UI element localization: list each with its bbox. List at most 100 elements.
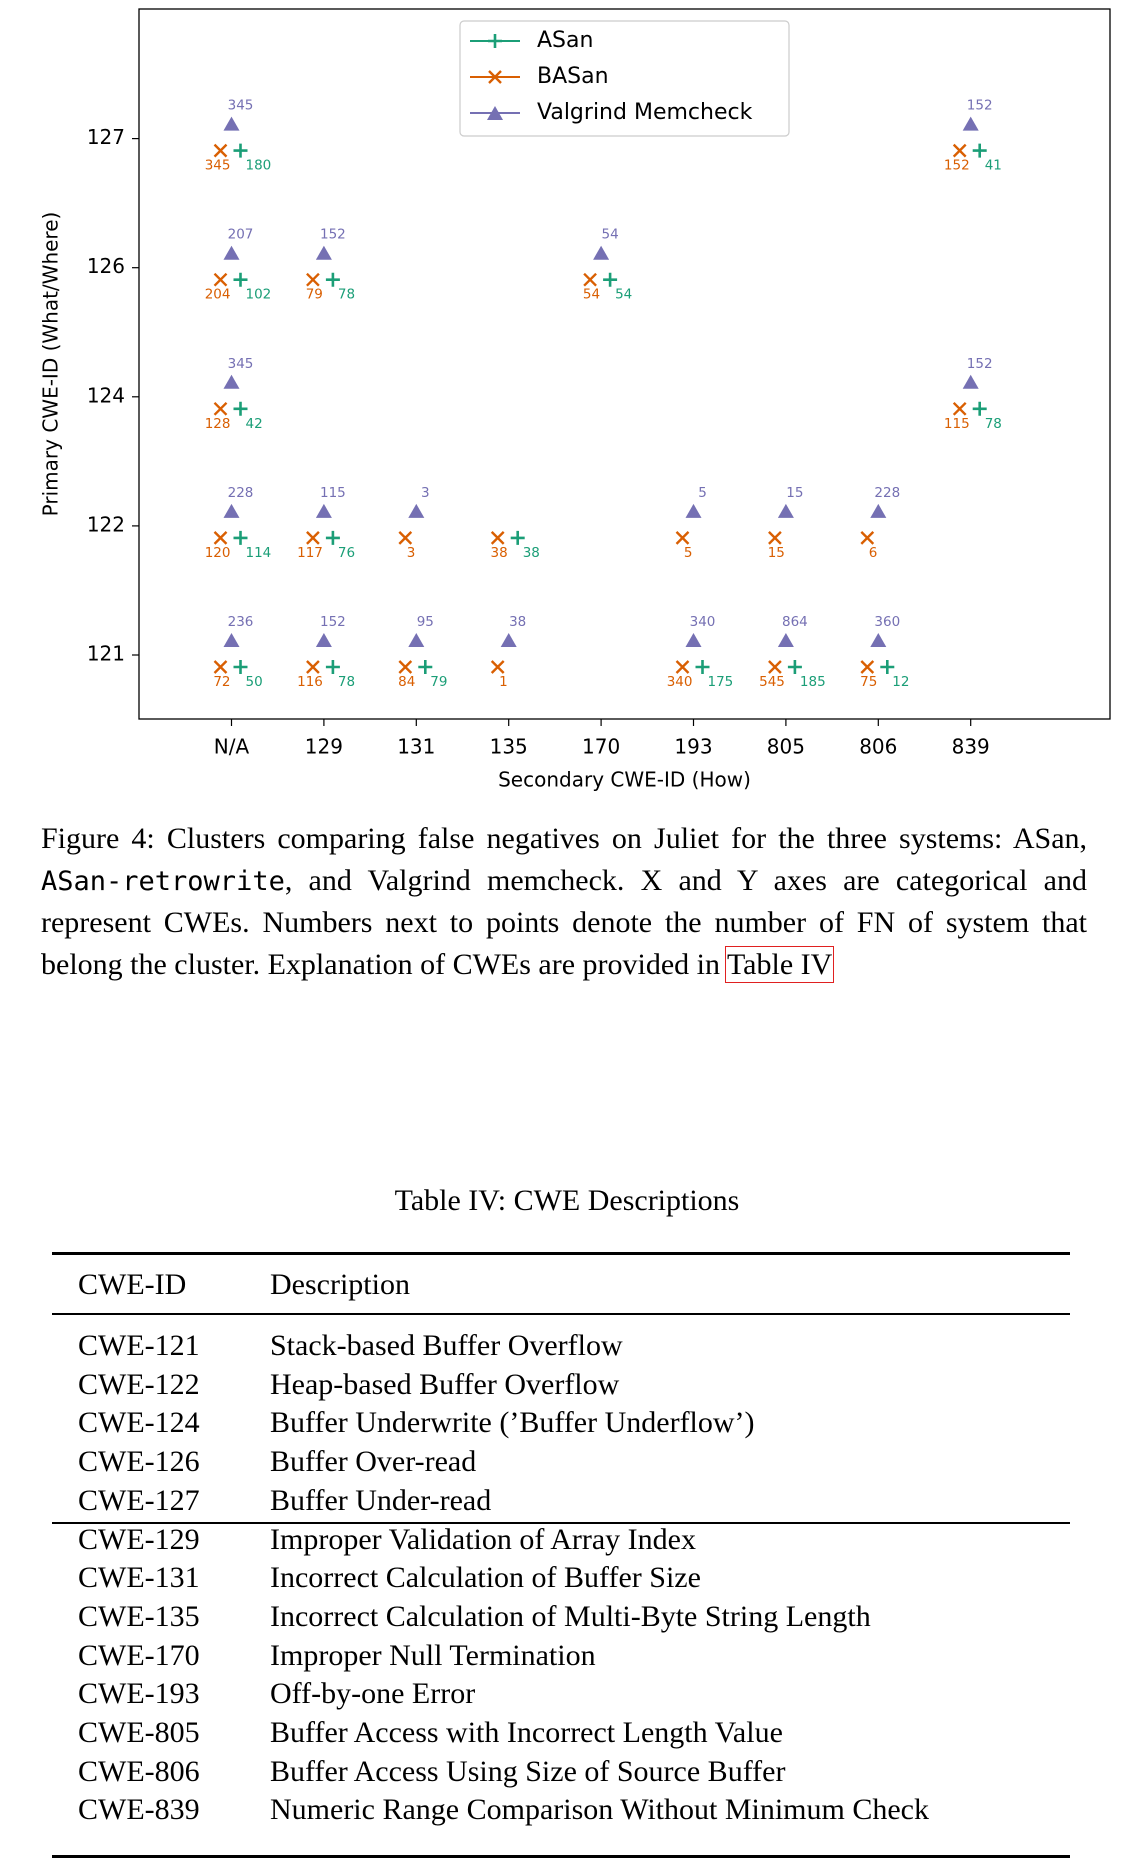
legend-marker	[487, 106, 503, 120]
legend-label: BASan	[537, 64, 609, 89]
x-tick-label: 131	[397, 735, 435, 759]
data-label: 79	[306, 287, 323, 303]
data-label: 128	[205, 416, 231, 432]
data-point	[233, 660, 248, 674]
data-label: 185	[800, 674, 826, 690]
table-cell: Buffer Over-read	[270, 1445, 477, 1479]
data-label: 360	[874, 614, 900, 630]
data-point	[223, 374, 240, 389]
data-point	[408, 503, 425, 518]
data-point	[315, 633, 332, 647]
table-cell: Numeric Range Comparison Without Minimum…	[270, 1793, 929, 1827]
y-tick-label: 126	[87, 254, 125, 278]
table-cell: CWE-129	[78, 1522, 200, 1556]
data-label: 345	[228, 356, 254, 372]
data-label: 152	[967, 356, 993, 372]
data-label: 6	[869, 545, 878, 561]
table-cell: Improper Null Termination	[270, 1638, 596, 1672]
data-point	[593, 245, 610, 260]
table-cell: CWE-127	[78, 1483, 200, 1517]
bottom-rule	[52, 1855, 1070, 1858]
data-label: 175	[708, 674, 734, 690]
data-label: 42	[246, 416, 263, 432]
data-point	[223, 503, 240, 518]
y-axis-label: Primary CWE-ID (What/Where)	[39, 212, 63, 517]
data-label: 228	[228, 485, 254, 501]
data-label: 340	[667, 674, 693, 690]
table-cell: Stack-based Buffer Overflow	[270, 1329, 623, 1362]
data-point	[962, 116, 979, 131]
data-point	[870, 633, 887, 647]
header-cell: CWE-ID	[78, 1268, 187, 1301]
data-point	[603, 272, 618, 287]
data-label: 38	[523, 545, 540, 561]
data-point	[306, 660, 320, 674]
header-cell: Description	[270, 1268, 410, 1301]
data-label: 115	[944, 416, 970, 432]
table-link[interactable]: Table IV	[724, 945, 835, 983]
data-point	[510, 530, 525, 545]
data-point	[213, 531, 228, 545]
table-cell: Incorrect Calculation of Buffer Size	[270, 1561, 701, 1595]
data-point	[213, 401, 228, 416]
data-label: 75	[860, 674, 877, 690]
table-cell: CWE-170	[78, 1638, 200, 1672]
data-label: 152	[320, 227, 346, 243]
data-point	[233, 272, 248, 287]
data-point	[325, 660, 340, 674]
data-label: 228	[874, 485, 900, 501]
data-label: 864	[782, 614, 808, 630]
data-point	[398, 660, 413, 674]
data-label: 78	[338, 674, 355, 690]
data-label: 102	[246, 287, 272, 303]
data-label: 15	[768, 545, 785, 561]
data-label: 84	[398, 674, 415, 690]
x-tick-label: 839	[952, 735, 990, 759]
data-point	[583, 272, 597, 287]
table-cell: CWE-124	[78, 1406, 200, 1440]
data-label: 116	[297, 674, 323, 690]
table-cell: CWE-131	[78, 1561, 200, 1595]
data-point	[768, 531, 782, 545]
data-point	[972, 143, 987, 158]
data-label: 12	[892, 674, 909, 690]
x-tick-label: 129	[305, 735, 343, 759]
table-cell: CWE-126	[78, 1445, 200, 1479]
caption-code: ASan-retrowrite	[41, 865, 285, 897]
data-point	[962, 374, 979, 389]
data-point	[490, 531, 505, 545]
table-cell: CWE-121	[78, 1329, 200, 1362]
group-rule	[52, 1522, 1070, 1524]
table-title: Table IV: CWE Descriptions	[394, 1184, 740, 1217]
data-point	[777, 503, 794, 518]
data-label: 54	[602, 227, 619, 243]
data-point	[972, 401, 987, 416]
y-tick-label: 122	[87, 512, 125, 536]
data-point	[213, 660, 228, 674]
data-label: 114	[246, 545, 272, 561]
data-point	[223, 116, 240, 131]
data-point	[233, 143, 248, 158]
data-label: 5	[684, 545, 693, 561]
data-label: 115	[320, 485, 346, 501]
data-point	[408, 633, 425, 647]
table-cell: Incorrect Calculation of Multi-Byte Stri…	[270, 1599, 871, 1633]
data-label: 50	[246, 674, 263, 690]
caption-text: , and Valgrind memcheck. X and Y axes ar…	[41, 863, 1087, 981]
data-point	[777, 633, 794, 647]
data-point	[500, 633, 517, 647]
table-cell: CWE-193	[78, 1677, 200, 1711]
y-tick-label: 124	[87, 383, 125, 407]
x-tick-label: 193	[674, 735, 712, 759]
data-point	[223, 245, 240, 260]
data-label: 345	[228, 98, 254, 114]
plot-frame	[138, 8, 1111, 720]
data-label: 152	[944, 158, 970, 174]
header-rule	[52, 1313, 1070, 1315]
x-tick-label: 806	[859, 735, 897, 759]
data-point	[490, 660, 505, 674]
data-label: 78	[985, 416, 1002, 432]
data-point	[675, 660, 690, 674]
data-point	[315, 503, 332, 518]
y-tick-label: 127	[87, 125, 125, 149]
